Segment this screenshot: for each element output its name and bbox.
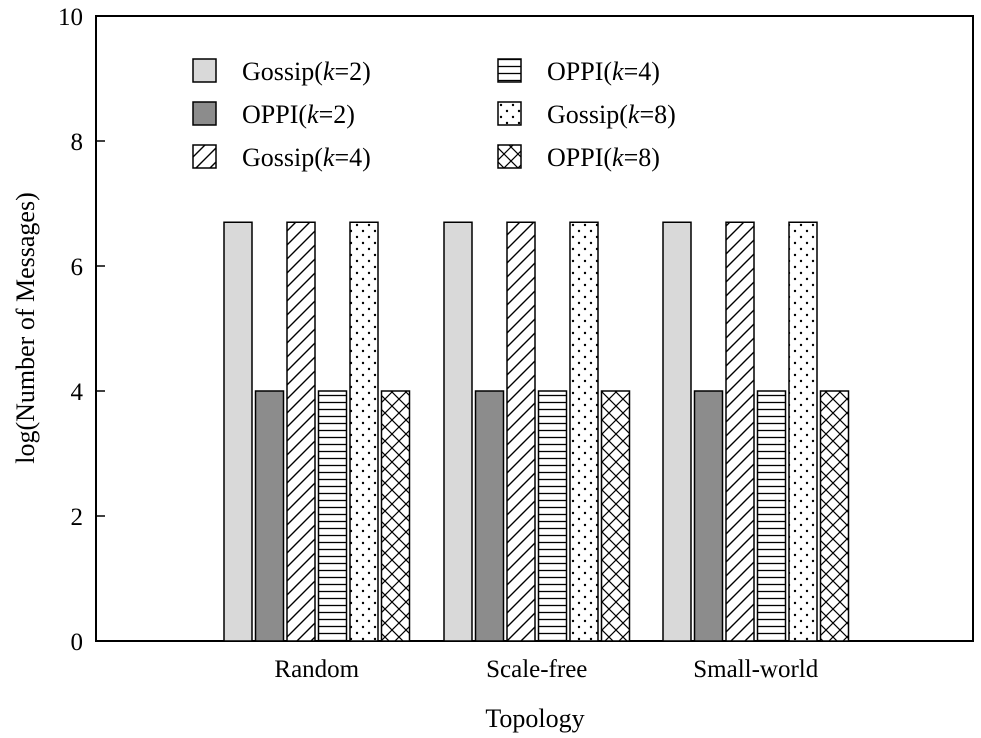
y-tick-label: 2 xyxy=(71,504,84,531)
bar-scale-free-series-6 xyxy=(600,390,631,642)
bar-small-world-series-4 xyxy=(756,390,787,642)
y-tick-label: 0 xyxy=(71,629,84,656)
y-axis-title: log(Number of Messages) xyxy=(11,192,40,464)
legend-swatch xyxy=(192,101,217,126)
legend-label: Gossip(k=8) xyxy=(547,100,676,129)
legend-swatch xyxy=(497,58,522,83)
y-tick-label: 8 xyxy=(71,129,84,156)
bar-random-series-6 xyxy=(380,390,411,642)
legend-swatch xyxy=(497,144,522,169)
x-tick-label: Small-world xyxy=(693,656,818,683)
bar-scale-free-series-5 xyxy=(569,221,599,642)
bar-scale-free-series-3 xyxy=(506,221,536,642)
bar-small-world-series-2 xyxy=(693,390,724,642)
legend-label: Gossip(k=4) xyxy=(242,143,371,172)
bar-scale-free-series-4 xyxy=(537,390,568,642)
x-tick-label: Scale-free xyxy=(486,656,587,683)
x-axis-labels: Random Scale-free Small-world xyxy=(274,656,818,683)
x-tick-label: Random xyxy=(274,656,359,683)
legend-swatch xyxy=(192,144,217,169)
bar-small-world-series-5 xyxy=(788,221,818,642)
bar-scale-free-series-2 xyxy=(474,390,505,642)
legend-swatch xyxy=(497,101,522,126)
legend-swatch xyxy=(192,58,217,83)
legend-label: OPPI(k=4) xyxy=(547,57,660,86)
bars-group xyxy=(223,221,850,642)
bar-random-series-2 xyxy=(254,390,285,642)
bar-random-series-4 xyxy=(317,390,348,642)
x-axis-title: Topology xyxy=(485,704,584,733)
bar-random-series-5 xyxy=(349,221,379,642)
y-tick-label: 6 xyxy=(71,254,84,281)
bar-random-series-3 xyxy=(286,221,316,642)
y-tick-label: 4 xyxy=(71,379,84,406)
bar-small-world-series-1 xyxy=(662,221,692,642)
bar-scale-free-series-1 xyxy=(443,221,473,642)
bar-random-series-1 xyxy=(223,221,253,642)
bar-small-world-series-3 xyxy=(725,221,755,642)
bar-small-world-series-6 xyxy=(819,390,850,642)
legend-label: OPPI(k=8) xyxy=(547,143,660,172)
legend-label: Gossip(k=2) xyxy=(242,57,371,86)
y-tick-label: 10 xyxy=(58,4,83,31)
y-axis: 0 2 4 6 8 10 xyxy=(58,4,105,656)
legend-label: OPPI(k=2) xyxy=(242,100,355,129)
legend: Gossip(k=2) OPPI(k=2) Gossip(k=4) OPPI(k=4)… xyxy=(192,57,676,172)
